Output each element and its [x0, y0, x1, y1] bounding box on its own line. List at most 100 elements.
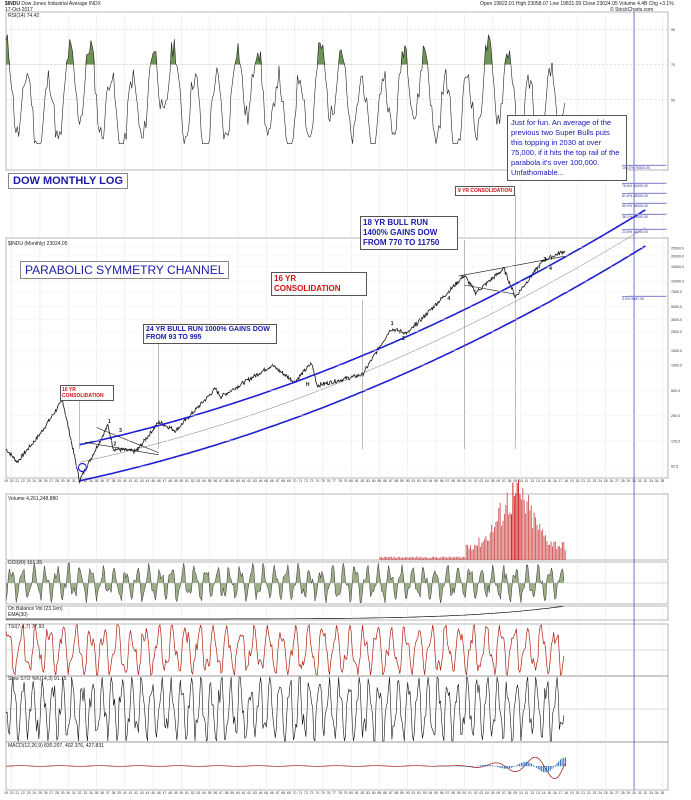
volume-bar	[392, 558, 394, 560]
volume-bar	[441, 556, 443, 560]
x-tick-label: 56	[213, 791, 217, 795]
wave-label: 4	[447, 296, 450, 302]
volume-bar	[423, 557, 425, 560]
wave-label: 2	[402, 336, 405, 342]
y-tick-label: 250.0	[671, 414, 680, 418]
x-tick-label: 96	[440, 479, 444, 483]
x-tick-label: 52	[191, 791, 195, 795]
consolidation-10yr-label: 10 YR CONSOLIDATION	[60, 385, 114, 401]
x-tick-label: 84	[372, 479, 376, 483]
y-tick-label: 5000.0	[671, 305, 682, 309]
macd-histogram-bar	[539, 766, 541, 771]
x-tick-label: 26	[44, 479, 48, 483]
x-tick-label: 33	[649, 479, 653, 483]
volume-bar	[546, 540, 548, 560]
x-tick-label: 46	[157, 479, 161, 483]
x-tick-label: 10	[519, 479, 523, 483]
macd-histogram-bar	[565, 757, 566, 767]
volume-bar	[563, 542, 565, 560]
volume-bar	[503, 513, 505, 560]
x-tick-label: 32	[643, 479, 647, 483]
x-tick-label: 47	[163, 479, 167, 483]
close-value: Close 23024.05	[582, 1, 618, 7]
volume-bar	[552, 546, 554, 560]
macd-histogram-bar	[507, 766, 509, 769]
y-axis-ticks: 25000.0 20000.0 15000.0 10000.0 7500.0 5000.0…	[6, 28, 684, 469]
x-tick-label: 54	[202, 479, 206, 483]
x-tick-label: 30	[632, 791, 636, 795]
x-tick-label: 75	[321, 479, 325, 483]
macd-histogram-bar	[469, 766, 471, 767]
x-tick-label: 07	[502, 791, 506, 795]
x-tick-label: 29	[61, 791, 65, 795]
x-tick-label: 18	[564, 479, 568, 483]
volume-bar	[485, 536, 487, 560]
volume-bar	[492, 532, 494, 560]
volume-bar	[426, 557, 428, 560]
x-tick-label: 35	[660, 479, 664, 483]
macd-histogram-bar	[486, 764, 488, 767]
volume-bar	[557, 545, 559, 560]
macd-histogram-bar	[524, 761, 526, 767]
volume-bar	[433, 556, 435, 560]
x-tick-label: 76	[327, 479, 331, 483]
macd-histogram-bar	[559, 759, 561, 767]
cci-label: CCI(20) 151.35	[8, 560, 43, 566]
x-tick-label: 56	[213, 479, 217, 483]
x-tick-label: 43	[140, 791, 144, 795]
y-tick-label: 25000.0	[671, 246, 684, 250]
x-tick-label: 98	[451, 791, 455, 795]
macd-histogram-bar	[492, 765, 493, 767]
volume-bar	[444, 557, 446, 560]
macd-histogram-bar	[463, 766, 465, 767]
x-tick-label: 34	[655, 791, 659, 795]
x-tick-label: 99	[457, 479, 461, 483]
x-tick-label: 13	[536, 479, 540, 483]
panel-frame	[5, 11, 669, 171]
x-tick-label: 51	[185, 791, 189, 795]
x-tick-label: 91	[411, 791, 415, 795]
volume-bar	[512, 482, 514, 560]
x-tick-label: 21	[581, 479, 585, 483]
x-axis-ticks: 1919202021212222232324242525262627272828…	[4, 479, 664, 795]
macd-histogram-bar	[520, 762, 522, 767]
volume-bar	[540, 531, 542, 560]
x-tick-label: 17	[559, 791, 563, 795]
x-tick-label: 39	[117, 479, 121, 483]
x-tick-label: 15	[547, 479, 551, 483]
x-tick-label: 35	[660, 791, 664, 795]
x-tick-label: 98	[451, 479, 455, 483]
x-tick-label: 19	[570, 479, 574, 483]
obv-line	[6, 605, 564, 620]
x-tick-label: 63	[253, 791, 257, 795]
fib-level-label: 23.6% 18200.00	[622, 229, 666, 234]
x-tick-label: 39	[117, 791, 121, 795]
volume-bar	[411, 557, 413, 560]
volume-bar	[407, 558, 409, 560]
x-tick-label: 87	[389, 791, 393, 795]
tsi-label: TSI(7,4,7) 77.93	[8, 624, 45, 630]
y-tick-label: 1500.0	[671, 349, 682, 353]
consolidation-16yr-label: 16 YR CONSOLIDATION	[271, 272, 367, 296]
volume-bar	[434, 557, 436, 560]
x-tick-label: 22	[587, 791, 591, 795]
volume-bar	[390, 556, 392, 560]
x-tick-label: 05	[491, 791, 495, 795]
wave-label: 4	[136, 447, 139, 453]
x-tick-label: 95	[434, 791, 438, 795]
x-tick-label: 86	[383, 479, 387, 483]
x-tick-label: 55	[208, 479, 212, 483]
x-tick-label: 22	[21, 791, 25, 795]
x-tick-label: 24	[598, 479, 602, 483]
x-tick-label: 80	[349, 479, 353, 483]
macd-histogram-bar	[517, 764, 519, 767]
x-tick-label: 40	[123, 479, 127, 483]
macd-histogram-bar	[503, 766, 505, 769]
x-tick-label: 29	[627, 479, 631, 483]
y-tick-label: 500.0	[671, 389, 680, 393]
x-tick-label: 27	[615, 791, 619, 795]
volume-bar	[560, 548, 562, 560]
x-tick-label: 78	[338, 479, 342, 483]
triangle-line	[458, 255, 567, 277]
x-tick-label: 31	[72, 791, 76, 795]
